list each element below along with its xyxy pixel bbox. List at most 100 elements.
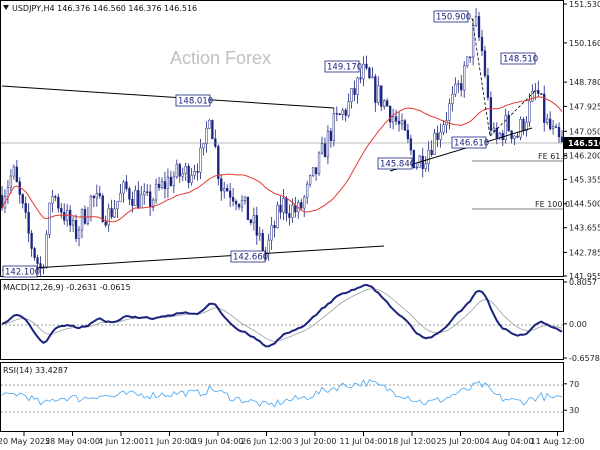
candle-body — [400, 120, 404, 125]
candle-body — [33, 248, 36, 258]
candle-body — [237, 203, 241, 208]
candle-body — [148, 191, 152, 208]
candle-body — [477, 16, 481, 38]
header-dropdown-icon[interactable] — [3, 5, 9, 10]
candle-body — [77, 229, 81, 239]
y-tick-label: 151.530 — [569, 0, 600, 9]
macd-title: MACD(12,26,9) -0.2631 -0.0615 — [3, 283, 131, 292]
fe-61-8-label: FE 61.8 — [538, 152, 568, 161]
candle-body — [116, 201, 119, 210]
candle-body — [12, 166, 16, 177]
candle-body — [344, 109, 347, 116]
candle-body — [391, 116, 395, 123]
x-tick-label: 3 Jul 20:00 — [294, 437, 337, 446]
candle-body — [436, 132, 439, 140]
y-tick-label: 142.785 — [569, 248, 600, 257]
candle-body — [421, 155, 424, 169]
x-tick-label: 4 Jun 12:00 — [98, 437, 144, 446]
candle-body — [282, 198, 285, 213]
candle-body — [276, 204, 279, 229]
candle-body — [388, 105, 392, 123]
candle-body — [125, 181, 128, 189]
candle-body — [454, 84, 457, 95]
candle-body — [368, 67, 371, 79]
candle-body — [492, 127, 496, 131]
candle-body — [217, 146, 220, 180]
candle-body — [151, 199, 155, 208]
price-labels: 150.900 149.170 148.510 148.010 146.610 145.8… — [2, 10, 538, 278]
candle-body — [146, 191, 149, 193]
candle-body — [228, 190, 232, 198]
x-tick-label: 20 May 2025 — [0, 437, 50, 446]
candle-body — [255, 215, 258, 236]
candles — [0, 8, 564, 278]
candle-body — [386, 100, 389, 107]
y-tick-label: 145.355 — [569, 175, 600, 184]
candle-body — [181, 173, 184, 177]
candle-body — [359, 77, 362, 80]
candle-body — [51, 196, 54, 204]
candle-body — [335, 113, 338, 115]
macd-line — [1, 283, 563, 348]
candle-body — [430, 149, 433, 155]
candle-body — [409, 138, 413, 151]
macd-tick-label: 0.00 — [569, 320, 587, 329]
price-label-text: 148.510 — [503, 55, 538, 65]
candle-body — [557, 127, 561, 138]
candle-body — [483, 50, 487, 76]
candle-body — [63, 212, 66, 221]
candle-body — [380, 85, 383, 107]
candle-body — [9, 175, 13, 188]
fe-100-label: FE 100.0 — [535, 200, 570, 209]
candle-body — [110, 208, 113, 218]
candle-body — [504, 114, 507, 140]
candle-body — [519, 119, 522, 138]
candle-body — [463, 65, 466, 91]
candle-body — [89, 195, 93, 218]
candle-body — [394, 116, 398, 122]
main-panel-border — [0, 0, 564, 277]
candle-body — [353, 88, 356, 95]
price-label-text: 150.900 — [436, 13, 471, 23]
x-tick-label: 11 Aug 12:00 — [531, 437, 585, 446]
candle-body — [30, 232, 33, 249]
candle-body — [270, 225, 273, 241]
candle-body — [543, 93, 546, 123]
candle-body — [308, 175, 312, 185]
price-label: 142.100 — [2, 265, 40, 278]
candle-body — [516, 135, 519, 138]
candle-body — [92, 195, 96, 199]
candle-body — [48, 202, 51, 235]
x-tick-label: 26 Jun 12:00 — [241, 437, 292, 446]
candle-body — [415, 166, 418, 169]
price-label-text: 148.010 — [178, 97, 213, 107]
price-label: 148.510 — [500, 52, 538, 65]
candle-body — [187, 166, 190, 183]
candle-body — [341, 109, 344, 115]
candle-body — [323, 143, 327, 158]
candle-body — [320, 143, 324, 154]
candle-body — [83, 209, 87, 224]
rsi-line — [1, 379, 563, 408]
candle-body — [442, 124, 445, 133]
dashed-projection-2 — [489, 89, 537, 137]
candle-body — [226, 188, 229, 192]
rsi-tick-label: 30 — [569, 406, 579, 415]
macd-y-ticks: 0.8057 0.00 -0.6578 — [563, 278, 600, 363]
candle-body — [157, 183, 161, 188]
candle-body — [439, 131, 442, 140]
price-label-text: 142.660 — [233, 253, 268, 263]
candle-body — [243, 196, 247, 201]
candle-body — [554, 126, 558, 128]
candle-body — [143, 191, 146, 196]
candle-body — [178, 164, 181, 177]
y-tick-label: 141.955 — [569, 272, 600, 281]
x-tick-label: 11 Jul 04:00 — [340, 437, 388, 446]
candle-body — [317, 152, 321, 175]
candle-body — [448, 103, 451, 121]
candle-body — [273, 225, 276, 229]
candle-body — [474, 16, 478, 26]
candle-body — [24, 203, 27, 213]
